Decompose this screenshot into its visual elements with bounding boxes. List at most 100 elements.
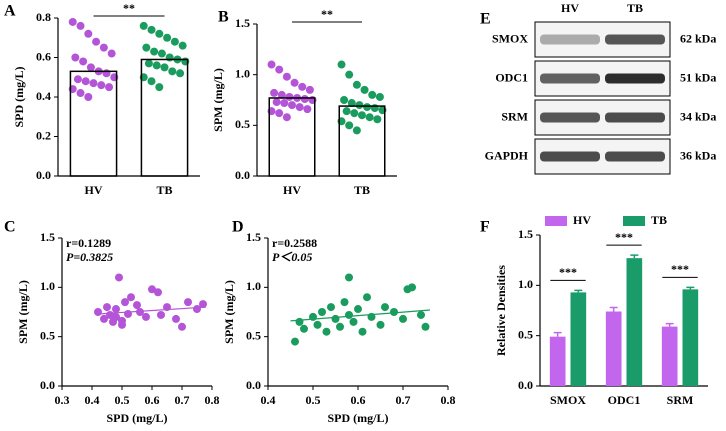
x-axis-label: SPD (mg/L) — [107, 411, 168, 425]
data-point — [363, 103, 372, 112]
x-tick-label: 0.5 — [115, 393, 130, 407]
data-point — [152, 61, 161, 70]
x-tick-label: 0.8 — [441, 393, 456, 407]
data-point — [172, 314, 180, 323]
data-point — [84, 93, 93, 101]
data-point — [105, 83, 114, 92]
data-point — [115, 273, 123, 282]
data-point — [352, 126, 361, 135]
data-point — [300, 324, 308, 333]
data-point — [73, 75, 82, 84]
y-tick-label: 0.5 — [40, 328, 55, 342]
data-point — [354, 305, 362, 314]
data-point — [352, 80, 361, 89]
data-point — [300, 94, 309, 103]
error-bar — [609, 306, 618, 312]
data-point — [421, 322, 430, 331]
y-tick-label: 1.0 — [246, 279, 261, 293]
data-point — [165, 53, 174, 62]
blot-band — [605, 151, 665, 162]
x-axis-label: SPD (mg/L) — [328, 411, 389, 425]
data-point — [155, 83, 164, 92]
annotation: r=0.2588 — [272, 236, 317, 250]
legend-swatch — [623, 216, 645, 226]
x-tick-label: 0.4 — [85, 393, 100, 407]
annotation: P=0.3825 — [66, 250, 113, 264]
data-point — [327, 303, 335, 312]
panel-label: A — [4, 3, 16, 20]
panel-label: C — [4, 219, 16, 236]
data-point — [68, 17, 77, 26]
panel-label: E — [480, 11, 491, 28]
data-point — [97, 81, 106, 90]
blot-band — [540, 112, 600, 123]
blot-band — [540, 151, 600, 162]
y-axis-label: SPM (mg/L) — [16, 280, 30, 344]
panel-label: D — [232, 219, 244, 236]
legend-label: HV — [573, 213, 591, 227]
y-tick-label: 1.5 — [246, 230, 261, 244]
data-point — [305, 85, 314, 94]
x-tick-label: 0.5 — [306, 393, 321, 407]
x-tick-label: SRM — [667, 393, 694, 407]
y-tick-label: 0.5 — [235, 117, 250, 131]
bar — [626, 258, 643, 386]
data-point — [155, 29, 164, 38]
data-point — [368, 90, 377, 99]
data-point — [124, 309, 132, 318]
data-point — [86, 63, 95, 72]
y-tick-label: 0.0 — [40, 378, 55, 392]
data-point — [322, 327, 331, 336]
bar — [338, 105, 386, 177]
blot-column: HV — [561, 1, 579, 15]
y-tick-label: 0.0 — [246, 378, 261, 392]
data-point — [345, 310, 353, 319]
data-point — [358, 111, 366, 120]
significance: ** — [321, 7, 333, 21]
data-point — [92, 37, 101, 46]
trend-line — [97, 306, 207, 315]
data-point — [170, 37, 179, 46]
blot-column: TB — [627, 1, 643, 15]
significance: ** — [123, 1, 135, 15]
size-label: 34 kDa — [680, 109, 716, 123]
data-point — [127, 293, 135, 302]
y-axis-label: Relative Densities — [494, 265, 508, 356]
y-tick-label: 1.0 — [518, 277, 533, 291]
data-point — [157, 310, 165, 319]
data-point — [365, 113, 374, 122]
data-point — [277, 90, 286, 99]
data-point — [178, 41, 187, 50]
protein-label: ODC1 — [495, 70, 528, 84]
data-point — [417, 310, 425, 319]
protein-label: GAPDH — [485, 148, 529, 162]
data-point — [370, 104, 379, 113]
y-tick-label: 1.5 — [518, 227, 533, 241]
data-point — [375, 92, 384, 101]
data-point — [176, 69, 185, 78]
data-point — [347, 99, 356, 108]
y-tick-label: 0.5 — [518, 327, 533, 341]
y-tick-label: 0.8 — [36, 10, 51, 24]
size-label: 36 kDa — [680, 148, 716, 162]
data-point — [349, 317, 358, 326]
legend-swatch — [545, 216, 567, 226]
data-point — [99, 43, 108, 52]
data-point — [79, 57, 88, 66]
data-point — [142, 43, 151, 52]
annotation: r=0.1289 — [66, 236, 111, 250]
data-point — [102, 69, 111, 78]
bar — [605, 311, 622, 386]
data-point — [390, 308, 398, 316]
data-point — [285, 92, 294, 101]
y-axis-label: SPM (mg/L) — [222, 280, 236, 344]
x-tick-label: HV — [283, 183, 301, 197]
significance: *** — [559, 265, 577, 279]
panel-label: B — [218, 9, 229, 26]
data-point — [340, 298, 349, 307]
data-point — [376, 320, 385, 329]
blot-band — [605, 112, 665, 123]
error-bar — [686, 286, 695, 290]
data-point — [342, 107, 351, 116]
y-tick-label: 0.6 — [36, 49, 51, 63]
